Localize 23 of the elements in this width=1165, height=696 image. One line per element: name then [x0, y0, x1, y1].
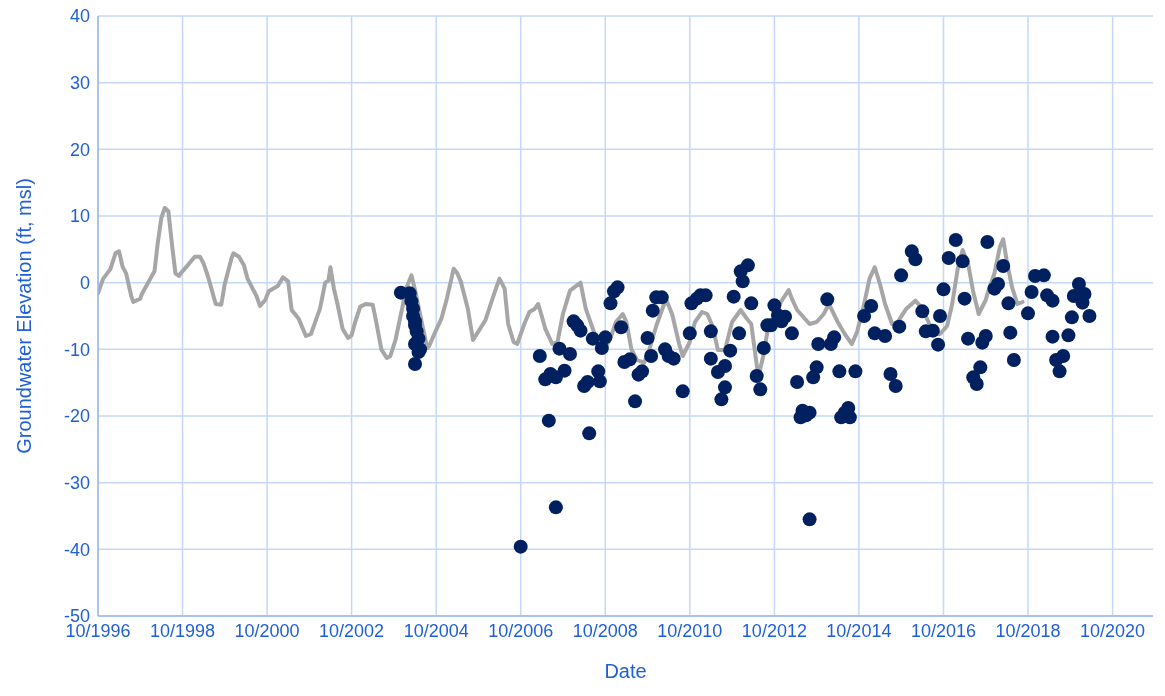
y-tick-label: 10 — [69, 206, 90, 227]
y-tick-label: -20 — [63, 406, 90, 427]
y-axis-title: Groundwater Elevation (ft, msl) — [13, 178, 36, 454]
x-tick-label: 10/2002 — [319, 620, 385, 641]
x-tick-label: 10/2008 — [572, 620, 638, 641]
x-tick-label: 10/2010 — [657, 620, 723, 641]
x-tick-label: 10/2014 — [826, 620, 892, 641]
y-tick-label: 0 — [79, 273, 90, 294]
x-tick-label: 10/2020 — [1080, 620, 1146, 641]
y-tick-label: 30 — [69, 73, 90, 94]
x-tick-label: 10/2006 — [488, 620, 554, 641]
y-tick-label: 20 — [69, 139, 90, 160]
x-tick-label: 10/2016 — [910, 620, 977, 641]
y-tick-label: -10 — [63, 339, 90, 360]
x-tick-label: 10/2000 — [234, 620, 300, 641]
x-tick-label: 10/2012 — [741, 620, 807, 641]
y-tick-label: -40 — [63, 539, 90, 560]
y-tick-label: 40 — [69, 6, 90, 27]
x-axis-title: Date — [604, 660, 647, 682]
x-tick-label: 10/2018 — [995, 620, 1061, 641]
x-tick-label: 10/2004 — [403, 620, 469, 641]
x-tick-label: 10/1998 — [149, 620, 216, 641]
y-tick-label: -30 — [63, 473, 90, 494]
